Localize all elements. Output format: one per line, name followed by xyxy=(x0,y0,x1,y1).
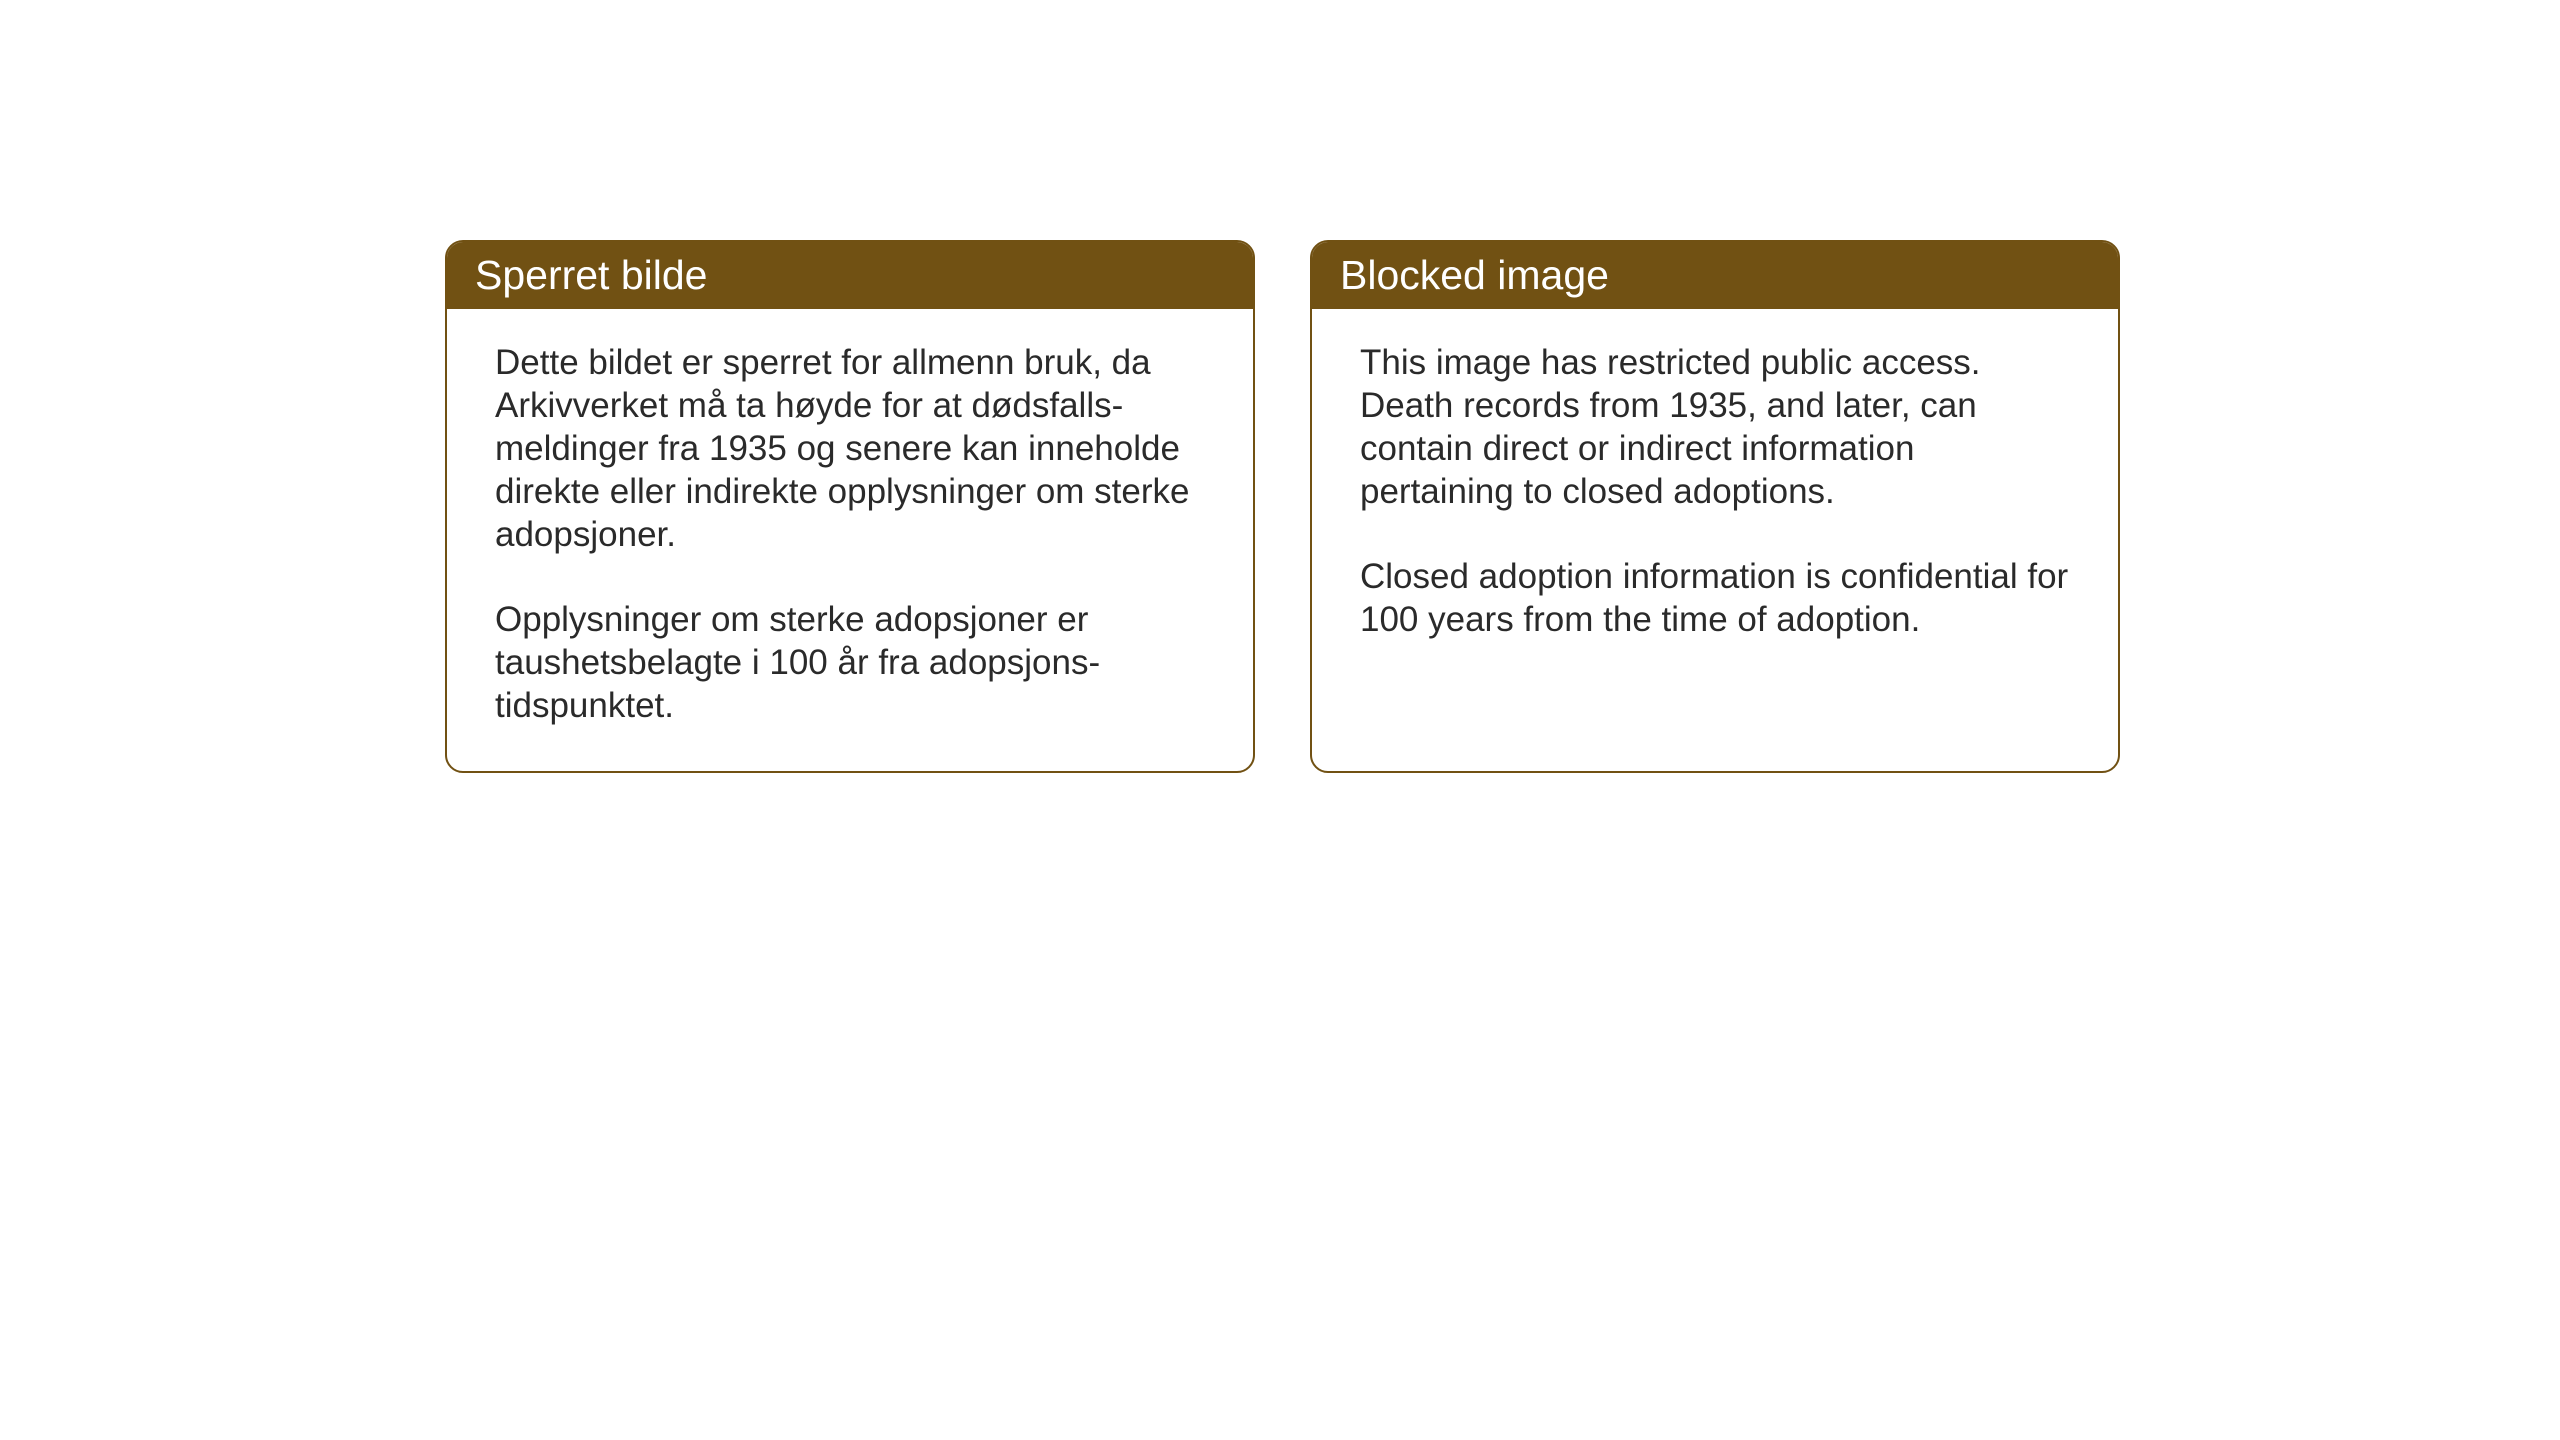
english-paragraph-1: This image has restricted public access.… xyxy=(1360,341,2070,513)
notice-container: Sperret bilde Dette bildet er sperret fo… xyxy=(445,240,2120,773)
english-card-body: This image has restricted public access.… xyxy=(1312,309,2118,685)
norwegian-notice-card: Sperret bilde Dette bildet er sperret fo… xyxy=(445,240,1255,773)
norwegian-paragraph-2: Opplysninger om sterke adopsjoner er tau… xyxy=(495,598,1205,727)
norwegian-paragraph-1: Dette bildet er sperret for allmenn bruk… xyxy=(495,341,1205,556)
norwegian-card-body: Dette bildet er sperret for allmenn bruk… xyxy=(447,309,1253,771)
english-card-title: Blocked image xyxy=(1312,242,2118,309)
english-paragraph-2: Closed adoption information is confident… xyxy=(1360,555,2070,641)
norwegian-card-title: Sperret bilde xyxy=(447,242,1253,309)
english-notice-card: Blocked image This image has restricted … xyxy=(1310,240,2120,773)
